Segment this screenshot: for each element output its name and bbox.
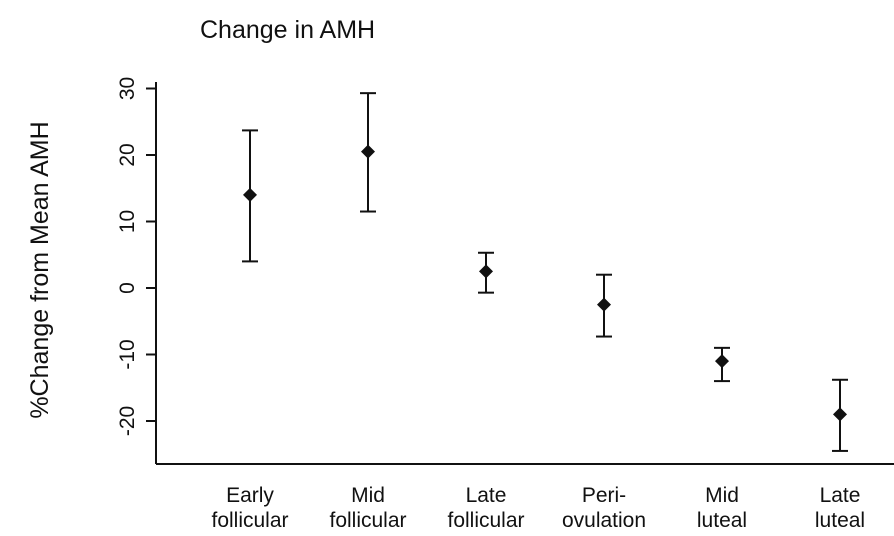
data-point [597, 297, 611, 312]
x-tick-label: Mid [351, 484, 385, 507]
x-tick-label: Peri- [582, 484, 626, 507]
data-point [833, 407, 847, 422]
data-point [361, 144, 375, 159]
x-tick-label: follicular [447, 509, 524, 532]
data-point [479, 264, 493, 279]
data-point [715, 354, 729, 369]
y-tick-label: 20 [116, 143, 139, 166]
x-tick-label: follicular [211, 509, 288, 532]
x-category-labels: EarlyfollicularMidfollicularLatefollicul… [211, 484, 865, 532]
y-tick-label: 0 [116, 282, 139, 294]
y-tick-label: 10 [116, 210, 139, 233]
y-tick-label: -10 [116, 339, 139, 369]
x-tick-label: Late [466, 484, 507, 507]
y-ticks: 30 20 10 0 -10 -20 [116, 77, 156, 436]
x-tick-label: luteal [815, 509, 865, 532]
x-tick-label: Mid [705, 484, 739, 507]
x-tick-label: ovulation [562, 509, 646, 532]
chart-title: Change in AMH [200, 16, 375, 44]
y-axis-label: %Change from Mean AMH [26, 121, 54, 418]
y-tick-label: 30 [116, 77, 139, 100]
x-tick-label: follicular [329, 509, 406, 532]
error-bars [242, 92, 848, 452]
x-tick-label: Early [226, 484, 274, 507]
data-points [243, 144, 847, 422]
y-tick-label: -20 [116, 406, 139, 436]
x-tick-label: luteal [697, 509, 747, 532]
data-point [243, 187, 257, 202]
x-tick-label: Late [820, 484, 861, 507]
